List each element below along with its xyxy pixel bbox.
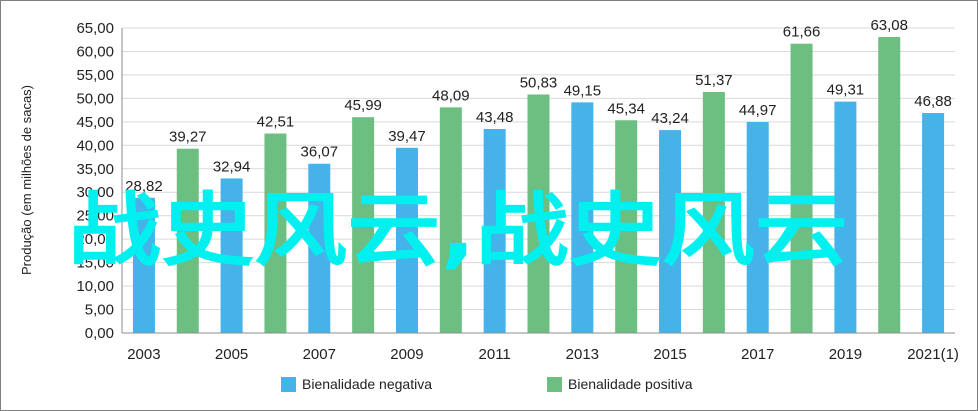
- data-label-2003: 28,82: [125, 178, 163, 195]
- y-tick-label: 60,00: [76, 43, 114, 60]
- y-tick-label: 45,00: [76, 114, 114, 131]
- bar-2021(1)-negativa: [922, 113, 945, 333]
- legend-swatch-negativa: [281, 377, 296, 392]
- x-tick-label: 2003: [127, 346, 160, 363]
- x-tick-label: 2013: [566, 346, 599, 363]
- bar-2015-negativa: [659, 130, 682, 333]
- bar-2020-positiva: [878, 37, 901, 334]
- bar-2005-negativa: [220, 178, 243, 333]
- legend: Bienalidade negativa Bienalidade positiv…: [281, 376, 693, 392]
- data-label-2019: 49,31: [827, 82, 865, 99]
- data-label-2020: 63,08: [870, 17, 908, 34]
- bar-2011-negativa: [483, 128, 506, 333]
- data-label-2008: 45,99: [344, 97, 382, 114]
- data-label-2009: 39,47: [388, 128, 426, 145]
- data-label-2012: 50,83: [520, 74, 558, 91]
- bar-2014-positiva: [615, 120, 638, 334]
- data-label-2014: 45,34: [607, 100, 645, 117]
- axes: [121, 28, 955, 334]
- bars: [132, 37, 945, 334]
- x-tick-label: 2009: [390, 346, 423, 363]
- data-label-2021(1): 46,88: [914, 93, 952, 110]
- y-tick-label: 0,00: [85, 325, 114, 342]
- bar-2008-positiva: [352, 117, 375, 333]
- y-tick-label: 30,00: [76, 184, 114, 201]
- data-label-2017: 44,97: [739, 102, 777, 119]
- data-label-2011: 43,48: [476, 109, 514, 126]
- y-tick-label: 65,00: [76, 20, 114, 37]
- bar-2004-positiva: [176, 148, 199, 333]
- legend-swatch-positiva: [547, 377, 562, 392]
- data-label-2013: 49,15: [564, 82, 602, 99]
- data-label-2006: 42,51: [257, 114, 295, 131]
- y-tick-label: 20,00: [76, 231, 114, 248]
- y-tick-labels: 0,00 5,00 10,00 15,00 20,00 25,00 30,00 35,00 40…: [76, 20, 114, 342]
- bar-2007-negativa: [308, 163, 331, 333]
- bar-2018-positiva: [790, 43, 813, 334]
- bar-2009-negativa: [395, 147, 418, 333]
- x-tick-label: 2011: [479, 346, 511, 363]
- y-tick-label: 10,00: [76, 278, 114, 295]
- bar-2003-negativa: [132, 197, 155, 333]
- bar-2006-positiva: [264, 133, 287, 333]
- bar-2019-negativa: [834, 101, 857, 333]
- y-axis-label: Produção (em milhões de sacas): [19, 85, 34, 275]
- data-label-2004: 39,27: [169, 129, 207, 146]
- data-label-2015: 43,24: [651, 110, 689, 127]
- y-tick-label: 35,00: [76, 161, 114, 178]
- x-tick-label: 2007: [303, 346, 336, 363]
- y-tick-label: 15,00: [76, 255, 114, 272]
- legend-label-positiva: Bienalidade positiva: [568, 376, 693, 392]
- bar-2012-positiva: [527, 94, 550, 334]
- x-tick-labels: 2003 2005 2007 2009 2011 2013 2015 2017 2019 2021…: [127, 346, 959, 363]
- data-label-2018: 61,66: [783, 24, 821, 41]
- bar-2010-positiva: [439, 107, 462, 333]
- x-tick-label: 2005: [215, 346, 248, 363]
- data-label-2010: 48,09: [432, 87, 470, 104]
- y-tick-label: 55,00: [76, 67, 114, 84]
- data-label-2005: 32,94: [213, 158, 251, 175]
- legend-label-negativa: Bienalidade negativa: [302, 376, 432, 392]
- data-label-2016: 51,37: [695, 72, 733, 89]
- x-tick-label: 2017: [741, 346, 774, 363]
- y-tick-label: 40,00: [76, 137, 114, 154]
- x-tick-label: 2021(1): [907, 346, 959, 363]
- data-label-2007: 36,07: [301, 144, 339, 161]
- bar-2017-negativa: [746, 121, 769, 333]
- bar-2016-positiva: [702, 91, 725, 334]
- bar-2013-negativa: [571, 102, 594, 333]
- x-tick-label: 2019: [829, 346, 862, 363]
- watermark-text: 战史风云,战史风云: [68, 184, 848, 277]
- y-tick-label: 25,00: [76, 208, 114, 225]
- y-tick-label: 5,00: [85, 302, 114, 319]
- x-tick-label: 2015: [653, 346, 686, 363]
- y-tick-label: 50,00: [76, 90, 114, 107]
- data-labels: 28,82 39,27 32,94 42,51 36,07 45,99 39,47 48,09…: [125, 17, 952, 195]
